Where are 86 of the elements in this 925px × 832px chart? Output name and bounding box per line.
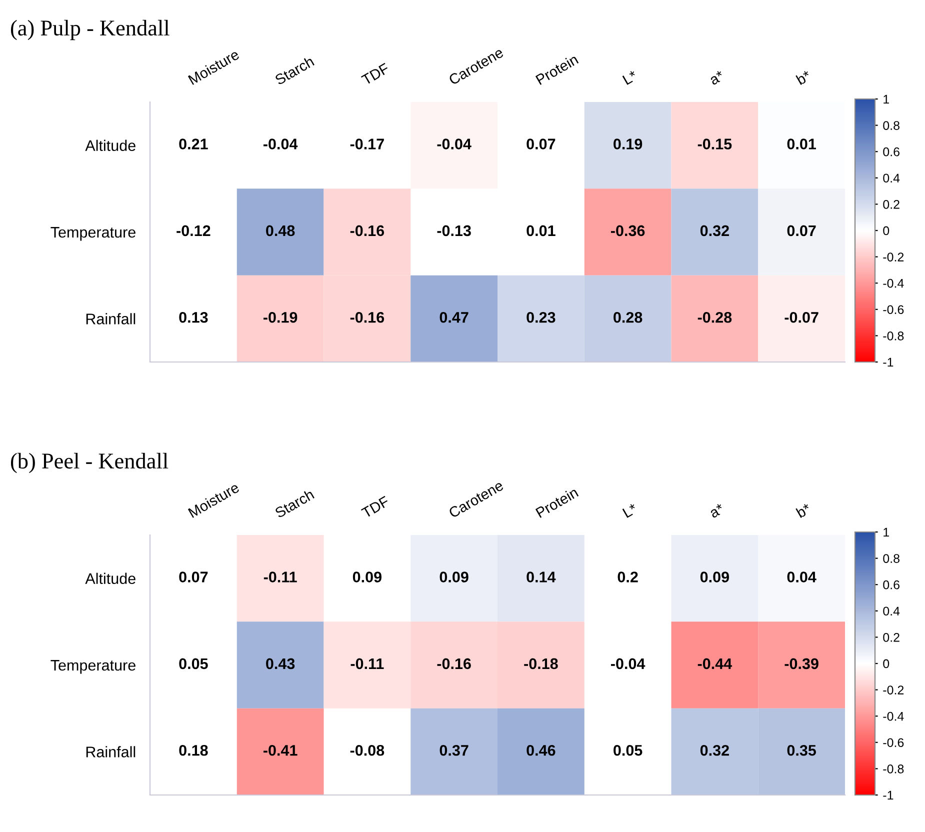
color-bar-label: 0.6 — [883, 580, 900, 590]
text: -0.08 — [350, 744, 384, 756]
x-tick-label: TDF — [360, 62, 390, 86]
data-label: 0.46 — [526, 744, 556, 756]
color-bar-label: -0.6 — [883, 738, 904, 748]
color-bar-label: 0.4 — [883, 606, 900, 616]
data-label: -0.41 — [264, 744, 298, 756]
x-tick-label: L* — [622, 503, 638, 518]
color-bar-label: -0.8 — [883, 332, 904, 340]
x-tick-label: TDF — [360, 496, 390, 518]
color-bar-label: -0.4 — [883, 712, 904, 721]
text: -0.17 — [350, 138, 384, 150]
color-bar-label: -0.2 — [883, 252, 904, 262]
text: -0.04 — [611, 658, 646, 670]
text: 0.21 — [179, 138, 208, 150]
color-bar-label: 0.6 — [883, 147, 900, 156]
chart-title: (b) Peel - Kendall — [10, 452, 168, 474]
data-label: 0.01 — [787, 138, 816, 150]
data-label: -0.16 — [350, 312, 384, 323]
x-tick-label: a* — [708, 503, 725, 518]
data-label: 0.09 — [700, 572, 729, 582]
color-bar-label: 0 — [883, 226, 890, 236]
data-label: -0.16 — [437, 658, 471, 670]
x-tick-label: a* — [708, 70, 725, 86]
data-label: -0.11 — [350, 658, 384, 670]
data-label: 0.19 — [614, 138, 642, 150]
x-tick-label: L* — [622, 70, 638, 85]
data-label: -0.36 — [611, 225, 645, 236]
color-bar-label: 0 — [883, 659, 890, 668]
text: 0.01 — [526, 225, 556, 236]
text: 0.05 — [614, 744, 642, 756]
y-tick-label: Temperature — [50, 660, 136, 674]
data-label: 0.47 — [440, 312, 468, 323]
data-label: -0.19 — [264, 312, 298, 323]
color-bar-label: -0.6 — [883, 305, 904, 314]
color-bar-label: -0.8 — [883, 764, 904, 774]
data-label: 0.37 — [440, 744, 468, 756]
text: -0.12 — [176, 225, 210, 236]
data-label: -0.44 — [698, 658, 732, 670]
color-bar-label: 0.8 — [883, 121, 900, 130]
data-label: 0.23 — [526, 312, 556, 323]
text: 0.07 — [526, 138, 556, 150]
text: 0.13 — [179, 312, 208, 323]
color-bar-label: 0.8 — [883, 554, 900, 563]
data-label: 0.28 — [614, 312, 642, 323]
data-label: 0.48 — [266, 225, 295, 236]
color-bar-label: -0.2 — [883, 686, 904, 694]
chart-title: (a) Pulp - Kendall — [10, 20, 170, 40]
color-bar-label: 0.4 — [883, 174, 900, 183]
text: -0.04 — [264, 138, 298, 150]
data-label: -0.28 — [698, 312, 732, 323]
data-label: 0.35 — [787, 744, 816, 756]
color-bar-label: 1 — [884, 94, 889, 104]
y-tick-label: Altitude — [85, 140, 136, 152]
data-label: 0.04 — [787, 572, 816, 582]
y-tick-label: Temperature — [50, 227, 136, 241]
color-bar-label: -1 — [883, 358, 894, 367]
color-bar-label: 1 — [884, 528, 889, 537]
y-tick-label: Rainfall — [86, 313, 136, 324]
data-label: -0.07 — [784, 312, 818, 323]
data-label: 0.09 — [440, 572, 468, 582]
data-label: 0.43 — [266, 658, 295, 670]
data-label: -0.11 — [264, 572, 297, 582]
color-bar-label: 0.2 — [883, 200, 900, 209]
text: -0.13 — [437, 225, 471, 236]
data-label: -0.39 — [784, 658, 818, 670]
y-tick-label: Rainfall — [86, 746, 136, 758]
color-bar-label: 0.2 — [883, 633, 900, 642]
text: 0.05 — [179, 658, 208, 670]
x-tick-label: b* — [796, 70, 812, 86]
data-label: 0.32 — [700, 744, 729, 756]
text: 0.18 — [179, 744, 208, 756]
x-tick-label: b* — [796, 502, 812, 518]
y-tick-label: Altitude — [85, 572, 136, 584]
color-bar-label: -1 — [883, 790, 894, 800]
text: 0.2 — [618, 572, 638, 582]
text: 0.09 — [352, 572, 382, 582]
data-label: -0.15 — [698, 138, 732, 150]
text: 0.07 — [179, 572, 208, 582]
data-label: -0.18 — [524, 658, 558, 670]
color-bar-label: -0.4 — [883, 278, 904, 288]
data-label: 0.14 — [526, 572, 556, 582]
data-label: -0.04 — [437, 138, 472, 150]
data-label: -0.16 — [350, 225, 384, 236]
data-label: 0.32 — [700, 225, 729, 236]
data-label: 0.07 — [787, 225, 816, 236]
